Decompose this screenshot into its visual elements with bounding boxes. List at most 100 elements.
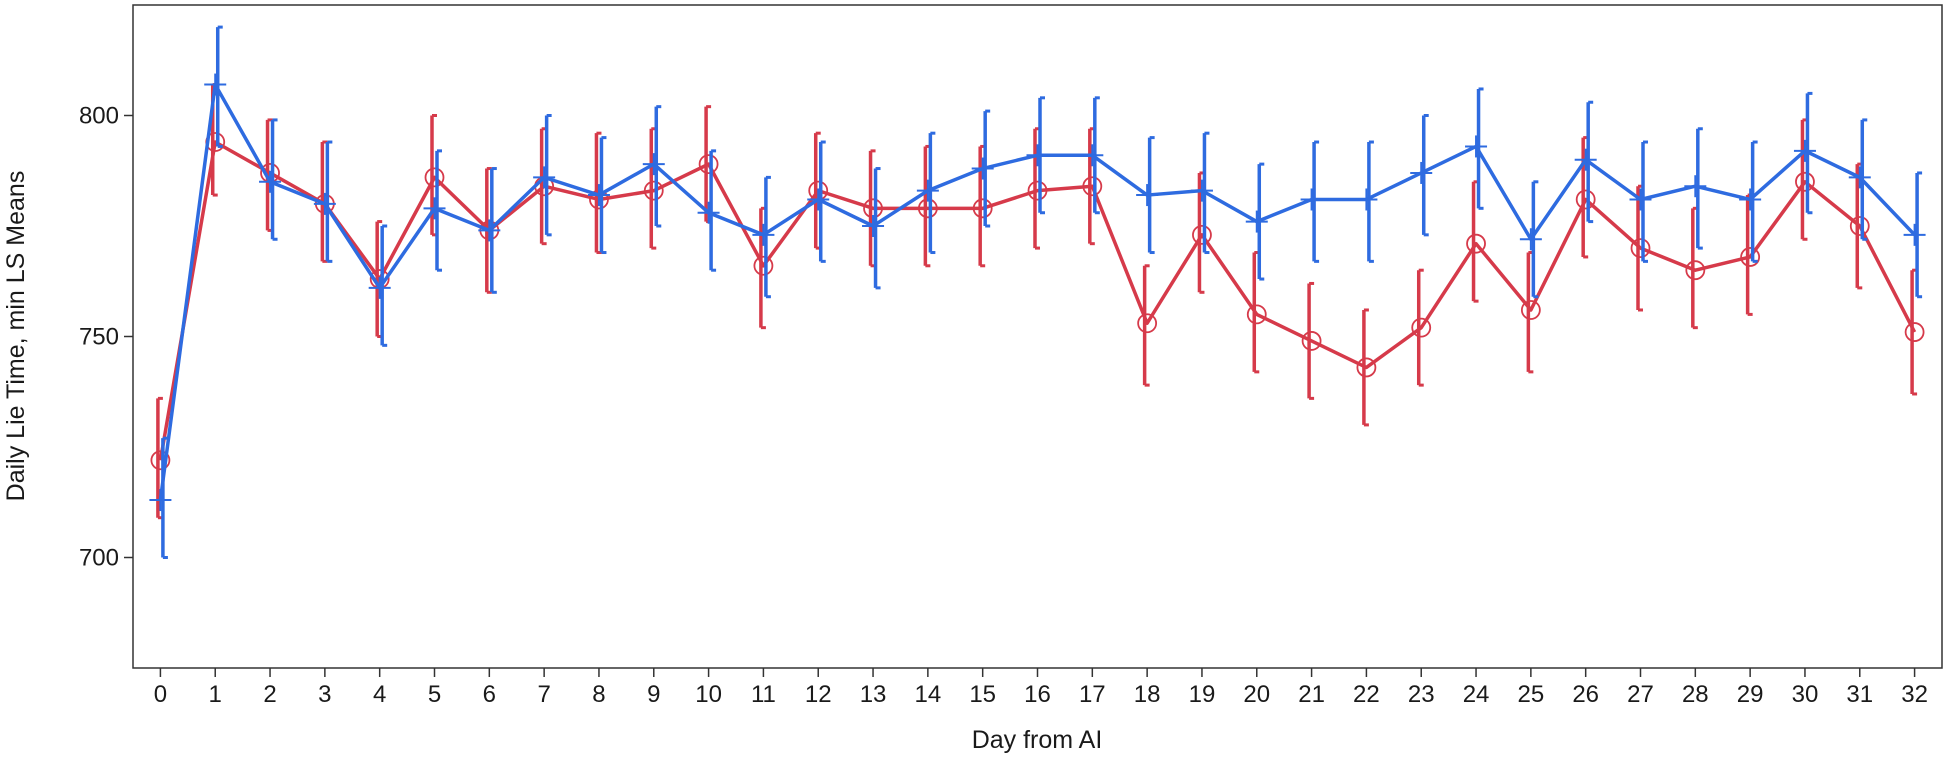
y-axis: 700 750 800 — [79, 103, 133, 572]
data-point — [423, 197, 446, 220]
data-point — [204, 73, 227, 96]
data-point — [587, 184, 610, 207]
x-tick-label: 7 — [537, 681, 550, 708]
x-tick-label: 10 — [695, 681, 722, 708]
data-point — [1246, 304, 1267, 325]
x-tick-label: 19 — [1189, 681, 1216, 708]
x-tick-label: 14 — [915, 681, 942, 708]
data-point — [1684, 175, 1707, 198]
x-tick-label: 16 — [1024, 681, 1051, 708]
data-point — [424, 167, 445, 188]
data-point — [807, 188, 830, 211]
x-tick-label: 26 — [1572, 681, 1599, 708]
data-point — [1575, 189, 1596, 210]
data-point — [752, 223, 775, 246]
data-point — [1465, 135, 1488, 158]
data-point — [1795, 171, 1815, 192]
x-tick-label: 15 — [969, 681, 996, 708]
data-point — [1849, 216, 1870, 236]
x-tick-label: 17 — [1079, 681, 1106, 708]
data-point — [1192, 224, 1212, 245]
y-tick-label: 800 — [79, 103, 119, 130]
x-tick-label: 23 — [1408, 681, 1435, 708]
series-2 — [149, 25, 1926, 559]
data-point — [1026, 144, 1049, 167]
data-point — [1629, 188, 1652, 211]
data-point — [1793, 139, 1816, 162]
y-axis-title: Daily Lie Time, min LS Means — [2, 171, 30, 502]
data-point — [972, 198, 993, 219]
data-point — [149, 489, 172, 512]
series-layer — [149, 25, 1926, 559]
data-point — [368, 276, 391, 299]
data-point — [1519, 228, 1542, 251]
data-point — [1630, 238, 1651, 259]
data-point — [1136, 184, 1159, 207]
x-tick-label: 2 — [263, 681, 276, 708]
x-tick-label: 4 — [373, 681, 386, 708]
data-point — [698, 154, 719, 175]
data-point — [533, 166, 556, 189]
x-tick-label: 31 — [1846, 681, 1873, 708]
x-tick-label: 3 — [318, 681, 331, 708]
data-point — [1300, 188, 1323, 211]
x-tick-label: 30 — [1792, 681, 1819, 708]
data-point — [1411, 317, 1432, 338]
x-tick-label: 20 — [1243, 681, 1270, 708]
x-tick-label: 32 — [1901, 681, 1928, 708]
data-point — [1356, 357, 1377, 378]
data-point — [1848, 166, 1871, 189]
data-point — [1574, 148, 1597, 171]
data-point — [1137, 313, 1158, 334]
x-tick-label: 6 — [483, 681, 496, 708]
data-point — [643, 180, 664, 201]
x-tick-label: 27 — [1627, 681, 1654, 708]
data-point — [1082, 176, 1103, 197]
data-point — [1027, 180, 1048, 201]
x-axis-title: Day from AI — [972, 726, 1103, 754]
data-point — [313, 192, 336, 215]
series-line — [158, 140, 1917, 461]
x-tick-label: 21 — [1298, 681, 1325, 708]
x-tick-label: 13 — [860, 681, 887, 708]
x-tick-label: 22 — [1353, 681, 1380, 708]
x-tick-label: 0 — [154, 681, 167, 708]
data-point — [259, 170, 282, 193]
data-point — [753, 255, 774, 276]
data-point — [150, 450, 171, 471]
data-point — [478, 219, 501, 242]
x-axis: 0 1 2 3 4 5 6 7 8 9 10 11 12 13 14 15 16 17 18 19 20 21 22 23 24… — [154, 668, 1928, 708]
x-tick-label: 25 — [1518, 681, 1545, 708]
data-point — [1740, 247, 1761, 267]
data-point — [971, 157, 994, 180]
data-point — [1903, 223, 1926, 246]
data-point — [916, 179, 939, 202]
y-tick-label: 700 — [79, 545, 119, 572]
x-tick-label: 11 — [751, 681, 776, 708]
data-point — [1520, 300, 1541, 320]
data-point — [1739, 188, 1762, 211]
x-tick-label: 28 — [1682, 681, 1709, 708]
data-point — [1190, 179, 1213, 202]
series-1 — [150, 83, 1925, 520]
data-point — [1685, 260, 1706, 281]
data-point — [1245, 210, 1268, 233]
data-point — [1904, 322, 1925, 342]
x-tick-label: 18 — [1134, 681, 1161, 708]
data-point — [1466, 233, 1486, 254]
data-point — [697, 201, 720, 224]
x-tick-label: 12 — [805, 681, 832, 708]
plot-frame — [132, 4, 1943, 669]
data-point — [1081, 144, 1104, 167]
x-tick-label: 5 — [428, 681, 441, 708]
x-tick-label: 24 — [1463, 681, 1490, 708]
data-point — [1410, 161, 1433, 184]
data-point — [642, 153, 665, 176]
x-tick-label: 29 — [1737, 681, 1764, 708]
data-point — [862, 215, 885, 237]
data-point — [1301, 331, 1322, 351]
x-tick-label: 1 — [209, 681, 222, 708]
x-tick-label: 9 — [647, 681, 660, 708]
x-tick-label: 8 — [592, 681, 605, 708]
